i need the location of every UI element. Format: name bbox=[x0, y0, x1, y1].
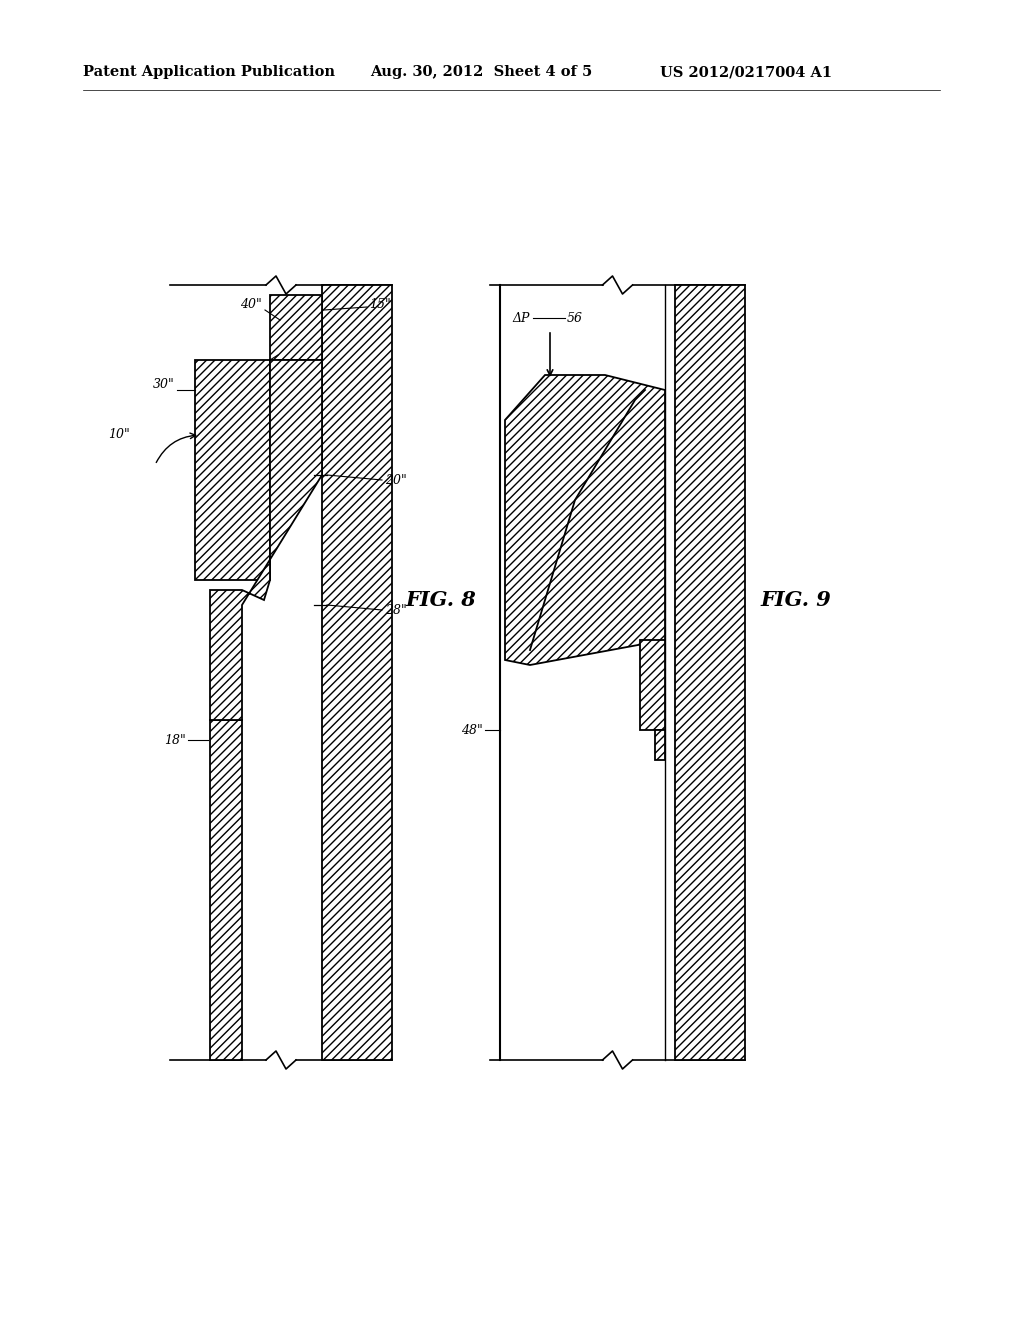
Text: ΔP: ΔP bbox=[513, 312, 530, 325]
Text: FIG. 9: FIG. 9 bbox=[760, 590, 830, 610]
Polygon shape bbox=[655, 730, 665, 760]
Polygon shape bbox=[210, 360, 322, 719]
Polygon shape bbox=[675, 285, 745, 1060]
Text: 56: 56 bbox=[567, 312, 583, 325]
Text: 20": 20" bbox=[385, 474, 407, 487]
Text: FIG. 8: FIG. 8 bbox=[406, 590, 476, 610]
Text: 15": 15" bbox=[369, 298, 391, 312]
Text: 28": 28" bbox=[385, 603, 407, 616]
Text: US 2012/0217004 A1: US 2012/0217004 A1 bbox=[660, 65, 833, 79]
Polygon shape bbox=[505, 375, 665, 665]
Text: 40": 40" bbox=[241, 298, 262, 312]
Text: 30": 30" bbox=[154, 379, 175, 392]
Text: 48": 48" bbox=[461, 723, 483, 737]
Text: 10": 10" bbox=[109, 429, 130, 441]
Polygon shape bbox=[640, 640, 665, 730]
Text: Aug. 30, 2012  Sheet 4 of 5: Aug. 30, 2012 Sheet 4 of 5 bbox=[370, 65, 592, 79]
Text: 18": 18" bbox=[164, 734, 186, 747]
Polygon shape bbox=[195, 360, 270, 579]
Text: Patent Application Publication: Patent Application Publication bbox=[83, 65, 335, 79]
Polygon shape bbox=[322, 285, 392, 1060]
Polygon shape bbox=[210, 719, 242, 1060]
Polygon shape bbox=[270, 294, 322, 360]
